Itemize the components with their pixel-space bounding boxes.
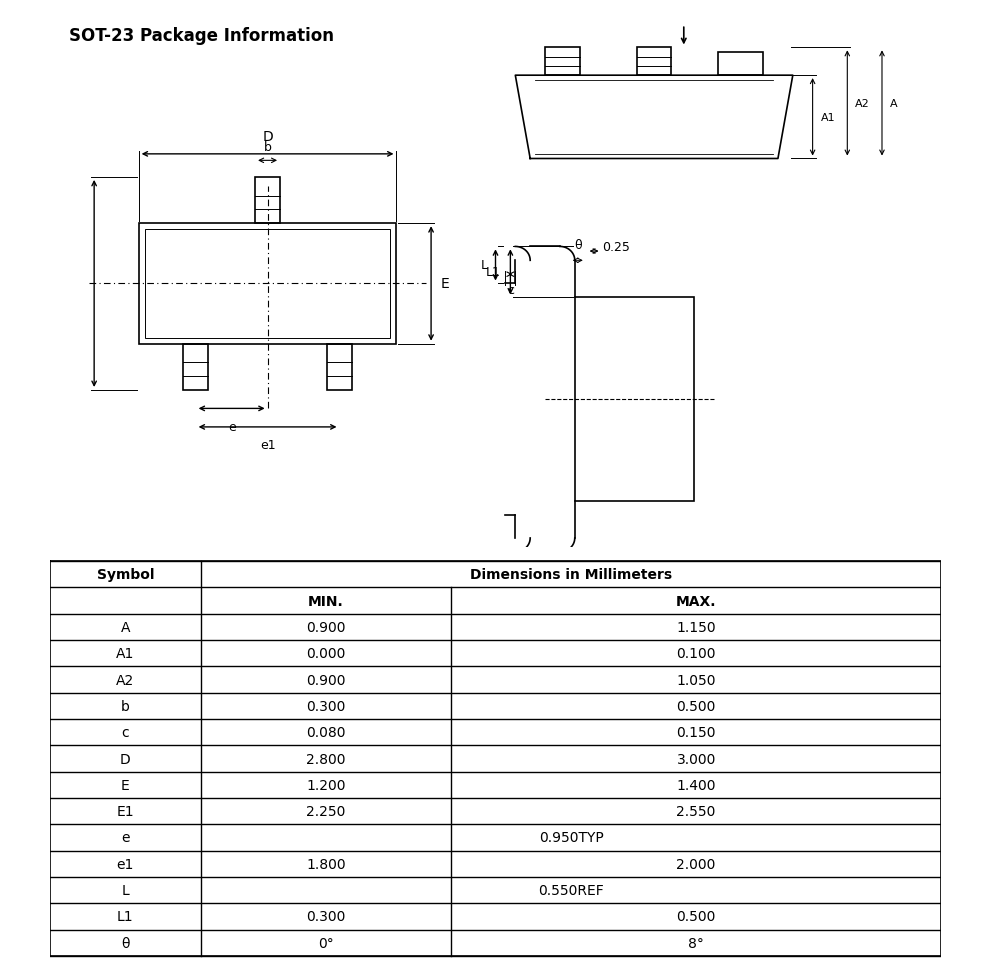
Text: 1.050: 1.050 [677,673,716,687]
Text: L1: L1 [117,910,134,923]
Text: 0.150: 0.150 [677,726,716,739]
Bar [575,298,694,502]
Text: 0.950TYP: 0.950TYP [539,830,604,845]
Text: c: c [122,726,129,739]
Text: A2: A2 [855,99,870,109]
Bar [718,53,763,76]
Text: Symbol: Symbol [96,567,155,582]
Text: 1.800: 1.800 [306,857,346,870]
Text: 0.500: 0.500 [677,699,716,713]
Text: E1: E1 [117,804,134,819]
Text: 0.080: 0.080 [306,726,346,739]
Text: A1: A1 [821,112,835,122]
Text: 2.250: 2.250 [306,804,346,819]
Text: e: e [121,830,130,845]
Text: 0.100: 0.100 [677,646,716,660]
Text: 1.200: 1.200 [306,778,346,792]
Text: L: L [481,259,488,272]
Text: e: e [228,421,236,433]
Text: 1.150: 1.150 [677,620,716,635]
Text: 3.000: 3.000 [677,752,716,766]
Text: E: E [441,277,450,291]
Text: L: L [122,883,129,897]
Text: A1: A1 [116,646,135,660]
Text: 0.550REF: 0.550REF [538,883,605,897]
Text: 0.300: 0.300 [306,910,346,923]
Text: b: b [264,141,272,154]
Text: 0.900: 0.900 [306,673,346,687]
Text: b: b [121,699,130,713]
Text: E: E [121,778,130,792]
Text: 1.400: 1.400 [677,778,716,792]
Text: 2.000: 2.000 [677,857,716,870]
Text: θ: θ [121,936,130,950]
Text: e1: e1 [117,857,134,870]
Text: D: D [263,130,273,144]
Text: Dimensions in Millimeters: Dimensions in Millimeters [471,567,672,582]
Text: 8°: 8° [688,936,705,950]
Text: 2.800: 2.800 [306,752,346,766]
Bar [545,48,580,76]
Text: 0.000: 0.000 [306,646,346,660]
Text: SOT-23 Package Information: SOT-23 Package Information [69,27,334,45]
Text: A: A [890,99,898,109]
Bar [636,48,671,76]
Text: 0.300: 0.300 [306,699,346,713]
Bar [256,178,279,224]
Bar [183,344,208,390]
Text: D: D [120,752,131,766]
Bar [327,344,352,390]
Text: 0.500: 0.500 [677,910,716,923]
Text: A2: A2 [116,673,135,687]
Text: MIN.: MIN. [308,594,344,608]
Text: θ: θ [574,239,582,251]
Text: c: c [506,285,514,297]
Text: 2.550: 2.550 [677,804,716,819]
Bar [139,224,396,344]
Text: 0°: 0° [318,936,334,950]
Text: e1: e1 [260,438,275,452]
Bar [145,230,390,338]
Text: 0.25: 0.25 [603,241,630,253]
Text: 0.900: 0.900 [306,620,346,635]
Text: MAX.: MAX. [676,594,716,608]
Text: L1: L1 [486,266,500,279]
Text: A: A [121,620,130,635]
